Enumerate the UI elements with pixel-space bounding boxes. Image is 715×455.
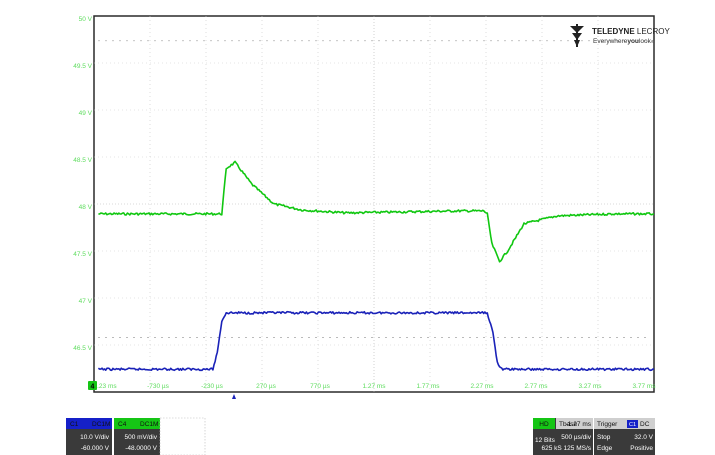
- x-axis-labels: -1.23 ms -730 µs -230 µs 270 µs 770 µs 1.27 m…: [91, 383, 656, 390]
- x-tick-label: -230 µs: [201, 383, 224, 390]
- timebase-descriptor[interactable]: HD 12 Bits Tbase -1.27 ms 500 µs/div 625…: [533, 418, 593, 455]
- svg-text:10.0 V/div: 10.0 V/div: [80, 434, 110, 441]
- svg-text:C1: C1: [70, 421, 79, 428]
- x-tick-label: 1.77 ms: [416, 383, 440, 390]
- svg-text:HD: HD: [539, 421, 549, 428]
- svg-text:32.0 V: 32.0 V: [634, 434, 653, 441]
- svg-text:Tbase: Tbase: [559, 421, 577, 428]
- y-axis-labels: 50 V 49.5 V 49 V 48.5 V 48 V 47.5 V 47 V 46.5 V: [73, 16, 92, 352]
- x-tick-label: 770 µs: [310, 383, 330, 390]
- x-tick-label: 2.27 ms: [470, 383, 494, 390]
- svg-text:Stop: Stop: [597, 434, 611, 441]
- y-tick-label: 46.5 V: [73, 345, 92, 352]
- channel-descriptor-c1[interactable]: C1 DC1M 10.0 V/div -60.000 V: [66, 418, 112, 455]
- x-tick-label: -730 µs: [147, 383, 170, 390]
- channel-ground-marker[interactable]: 4: [88, 381, 97, 391]
- x-tick-label: 1.27 ms: [362, 383, 386, 390]
- x-tick-label: -1.23 ms: [91, 383, 117, 390]
- y-tick-label: 48.5 V: [73, 157, 92, 164]
- trigger-descriptor[interactable]: Trigger C1 DC Stop 32.0 V Edge Positive: [594, 418, 655, 455]
- x-tick-label: 2.77 ms: [524, 383, 548, 390]
- svg-text:500 µs/div: 500 µs/div: [561, 434, 592, 441]
- empty-descriptor-slot[interactable]: [159, 417, 206, 455]
- logo-tagline: Everywhereyoulook®: [593, 38, 654, 45]
- svg-text:C1: C1: [629, 422, 636, 428]
- x-tick-label: 3.27 ms: [578, 383, 602, 390]
- svg-text:DC1M: DC1M: [92, 421, 110, 428]
- svg-text:Positive: Positive: [630, 445, 653, 452]
- svg-text:-1.27 ms: -1.27 ms: [566, 421, 592, 428]
- teledyne-lecroy-logo: TELEDYNE LECROY Everywhereyoulook®: [570, 24, 670, 47]
- svg-text:12 Bits: 12 Bits: [535, 437, 556, 444]
- x-tick-label: 3.77 ms: [632, 383, 656, 390]
- graticule: [94, 16, 654, 392]
- y-tick-label: 48 V: [79, 204, 93, 211]
- channel-descriptor-c4[interactable]: C4 DC1M 500 mV/div -48.0000 V: [114, 418, 160, 455]
- svg-text:500 mV/div: 500 mV/div: [124, 434, 157, 441]
- svg-text:Edge: Edge: [597, 445, 613, 452]
- trace-c1: [97, 310, 655, 372]
- logo-icon: [570, 24, 584, 47]
- x-tick-label: 270 µs: [256, 383, 276, 390]
- trace-c4: [98, 160, 655, 263]
- svg-text:-48.0000 V: -48.0000 V: [125, 445, 157, 452]
- svg-text:Trigger: Trigger: [597, 421, 618, 428]
- waveform-traces: [97, 160, 655, 372]
- y-tick-label: 49.5 V: [73, 63, 92, 70]
- y-tick-label: 50 V: [79, 16, 93, 23]
- svg-text:625 kS 125 MS/s: 625 kS 125 MS/s: [542, 445, 592, 452]
- y-tick-label: 47.5 V: [73, 251, 92, 258]
- svg-text:C4: C4: [118, 421, 127, 428]
- logo-brand-text: TELEDYNE LECROY: [592, 27, 670, 36]
- y-tick-label: 49 V: [79, 110, 93, 117]
- trigger-position-marker[interactable]: [232, 394, 236, 399]
- y-tick-label: 47 V: [79, 298, 93, 305]
- svg-text:DC: DC: [640, 421, 650, 428]
- svg-text:DC1M: DC1M: [140, 421, 158, 428]
- svg-text:-60.000 V: -60.000 V: [81, 445, 110, 452]
- svg-text:4: 4: [91, 384, 95, 391]
